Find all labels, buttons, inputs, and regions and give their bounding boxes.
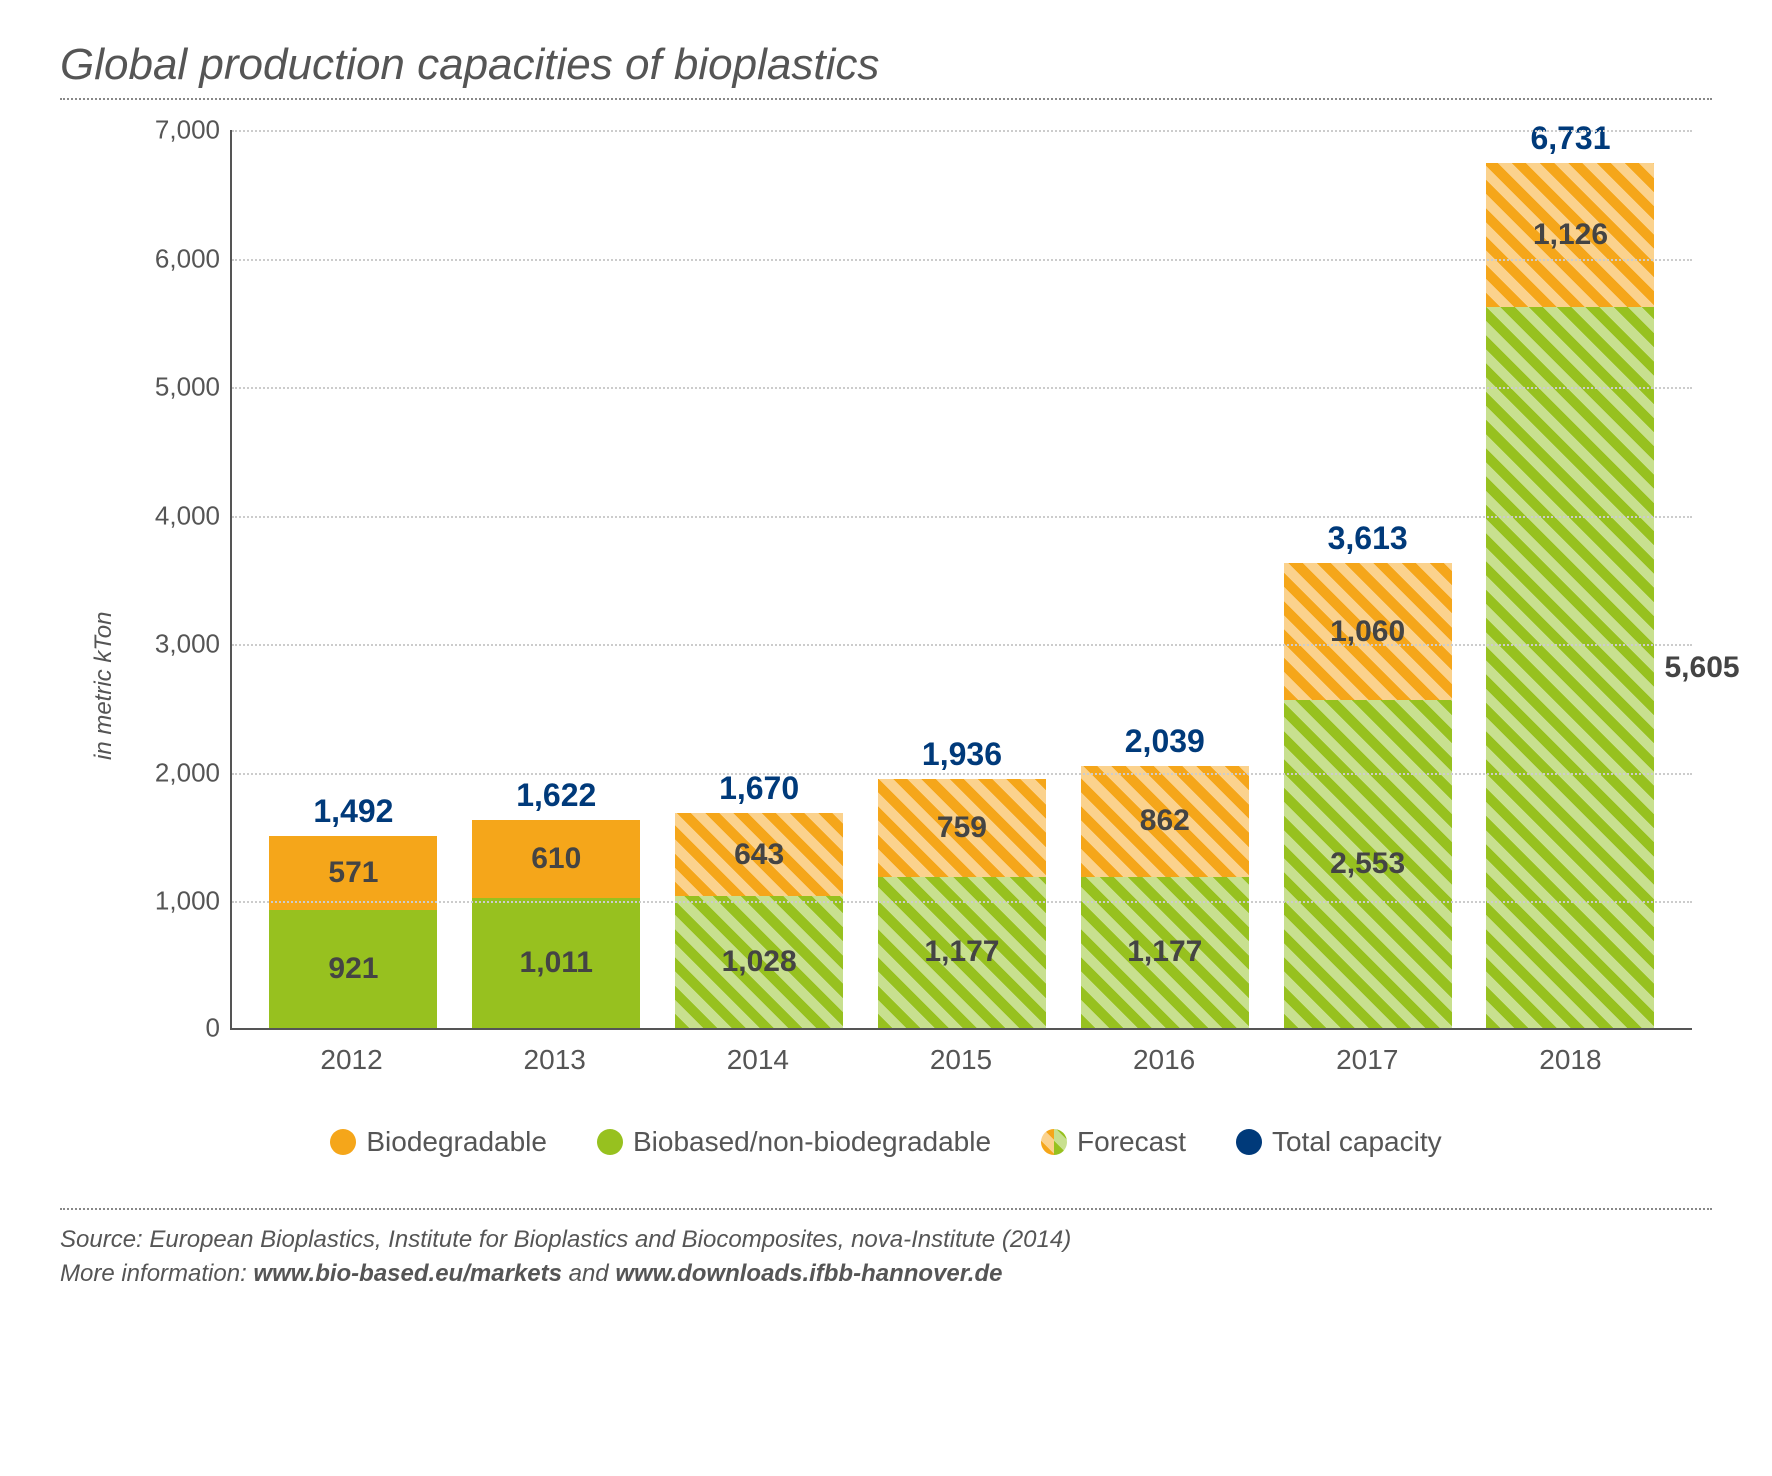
y-tick-label: 4,000: [155, 500, 232, 531]
bar-stack: 5,6051,1266,731: [1486, 163, 1654, 1028]
legend-label-total: Total capacity: [1272, 1126, 1442, 1158]
bar-stack: 1,1777591,936: [878, 779, 1046, 1028]
bar-segment-biodegradable-label: 571: [328, 856, 378, 890]
footer-more-info: More information: www.bio-based.eu/marke…: [60, 1260, 1712, 1288]
bar-group: 9215711,492: [269, 836, 437, 1028]
bars-container: 921 571 1,492 1,011 610 1,622 1,028 643 1,670 1,1…: [232, 130, 1692, 1028]
footer-and: and: [562, 1260, 615, 1287]
bar-segment-biobased-label: 1,011: [520, 946, 593, 980]
bar-stack: 9215711,492: [269, 836, 437, 1028]
bar-stack: 1,0116101,622: [472, 820, 640, 1028]
gridline: [232, 644, 1692, 646]
footer-more-info-prefix: More information:: [60, 1260, 253, 1287]
y-tick-label: 7,000: [155, 115, 232, 146]
bar-segment-biodegradable-label: 862: [1140, 804, 1190, 838]
gridline: [232, 516, 1692, 518]
y-tick-label: 6,000: [155, 243, 232, 274]
bar-segment-biodegradable-label: 1,126: [1533, 218, 1608, 252]
bar-segment-biobased-label: 921: [328, 952, 378, 986]
bar-total-label: 1,492: [313, 793, 393, 836]
legend-item-biobased: Biobased/non-biodegradable: [597, 1126, 991, 1158]
x-axis-label: 2018: [1486, 1044, 1654, 1076]
bar-segment-biobased: 1,177: [878, 877, 1046, 1028]
bar-segment-biobased-label: 5,605: [1664, 651, 1739, 685]
footer-source: Source: European Bioplastics, Institute …: [60, 1226, 1712, 1254]
bar-segment-biobased-label: 2,553: [1330, 847, 1405, 881]
gridline: [232, 387, 1692, 389]
bar-group: 1,1777591,936: [878, 779, 1046, 1028]
bar-segment-biobased: 5,605: [1486, 307, 1654, 1028]
chart-area: in metric kTon 9215711,4921,0116101,6221…: [120, 130, 1692, 1076]
y-tick-zero: 0: [206, 1013, 232, 1044]
bar-group: 2,5531,0603,613: [1284, 563, 1452, 1028]
bar-segment-biodegradable-label: 643: [734, 838, 784, 872]
swatch-total: [1236, 1129, 1262, 1155]
bar-segment-biodegradable-label: 759: [937, 811, 987, 845]
y-tick-label: 1,000: [155, 886, 232, 917]
y-tick-label: 2,000: [155, 757, 232, 788]
bar-group: 1,0286431,670: [675, 813, 843, 1028]
x-axis-label: 2016: [1080, 1044, 1248, 1076]
y-axis-label: in metric kTon: [90, 612, 118, 761]
swatch-forecast: [1041, 1129, 1067, 1155]
bar-segment-biobased-label: 1,177: [1127, 935, 1202, 969]
legend-label-biobased: Biobased/non-biodegradable: [633, 1126, 991, 1158]
bar-segment-biodegradable: 862: [1081, 766, 1249, 877]
bar-stack: 1,0286431,670: [675, 813, 843, 1028]
gridline: [232, 130, 1692, 132]
bar-segment-biodegradable: 610: [472, 820, 640, 898]
bar-segment-biodegradable: 1,126: [1486, 163, 1654, 308]
footer: Source: European Bioplastics, Institute …: [60, 1208, 1712, 1288]
gridline: [232, 773, 1692, 775]
bar-segment-biobased: 1,011: [472, 898, 640, 1028]
gridline: [232, 901, 1692, 903]
legend: Biodegradable Biobased/non-biodegradable…: [60, 1126, 1712, 1158]
bar-segment-biobased: 1,177: [1081, 877, 1249, 1028]
bar-segment-biodegradable: 759: [878, 779, 1046, 877]
x-axis-label: 2015: [877, 1044, 1045, 1076]
bar-segment-biodegradable: 1,060: [1284, 563, 1452, 699]
bar-group: 1,1778622,039: [1081, 766, 1249, 1028]
x-axis-label: 2013: [471, 1044, 639, 1076]
bar-total-label: 2,039: [1125, 723, 1205, 766]
legend-label-forecast: Forecast: [1077, 1126, 1186, 1158]
chart-title: Global production capacities of bioplast…: [60, 40, 1712, 100]
bar-segment-biodegradable-label: 1,060: [1330, 615, 1405, 649]
bar-group: 5,6051,1266,731: [1486, 163, 1654, 1028]
bar-segment-biobased: 921: [269, 910, 437, 1028]
footer-link1: www.bio-based.eu/markets: [253, 1260, 562, 1287]
bar-stack: 1,1778622,039: [1081, 766, 1249, 1028]
bar-segment-biobased-label: 1,177: [924, 935, 999, 969]
legend-item-forecast: Forecast: [1041, 1126, 1186, 1158]
footer-link2: www.downloads.ifbb-hannover.de: [615, 1260, 1002, 1287]
bar-segment-biodegradable: 571: [269, 836, 437, 909]
x-axis-label: 2012: [268, 1044, 436, 1076]
gridline: [232, 259, 1692, 261]
bar-segment-biodegradable: 643: [675, 813, 843, 896]
bar-total-label: 3,613: [1328, 520, 1408, 563]
swatch-biobased: [597, 1129, 623, 1155]
legend-item-total: Total capacity: [1236, 1126, 1442, 1158]
x-axis-labels: 2012 2013 2014 2015 2016 2017 2018: [230, 1030, 1692, 1076]
bar-segment-biodegradable-label: 610: [531, 842, 581, 876]
plot-region: 921 571 1,492 1,011 610 1,622 1,028 643 1,670 1,1…: [230, 130, 1692, 1030]
y-tick-label: 3,000: [155, 629, 232, 660]
swatch-forecast-orange: [1041, 1129, 1054, 1155]
x-axis-label: 2017: [1283, 1044, 1451, 1076]
swatch-forecast-green: [1054, 1129, 1067, 1155]
bar-total-label: 6,731: [1530, 120, 1610, 163]
legend-item-biodegradable: Biodegradable: [330, 1126, 547, 1158]
bar-stack: 2,5531,0603,613: [1284, 563, 1452, 1028]
bar-total-label: 1,670: [719, 770, 799, 813]
x-axis-label: 2014: [674, 1044, 842, 1076]
bar-segment-biobased: 2,553: [1284, 700, 1452, 1028]
bar-segment-biobased-label: 1,028: [722, 945, 797, 979]
y-tick-label: 5,000: [155, 372, 232, 403]
bar-total-label: 1,622: [516, 777, 596, 820]
legend-label-biodegradable: Biodegradable: [366, 1126, 547, 1158]
swatch-biodegradable: [330, 1129, 356, 1155]
bar-group: 1,0116101,622: [472, 820, 640, 1028]
bar-segment-biobased: 1,028: [675, 896, 843, 1028]
